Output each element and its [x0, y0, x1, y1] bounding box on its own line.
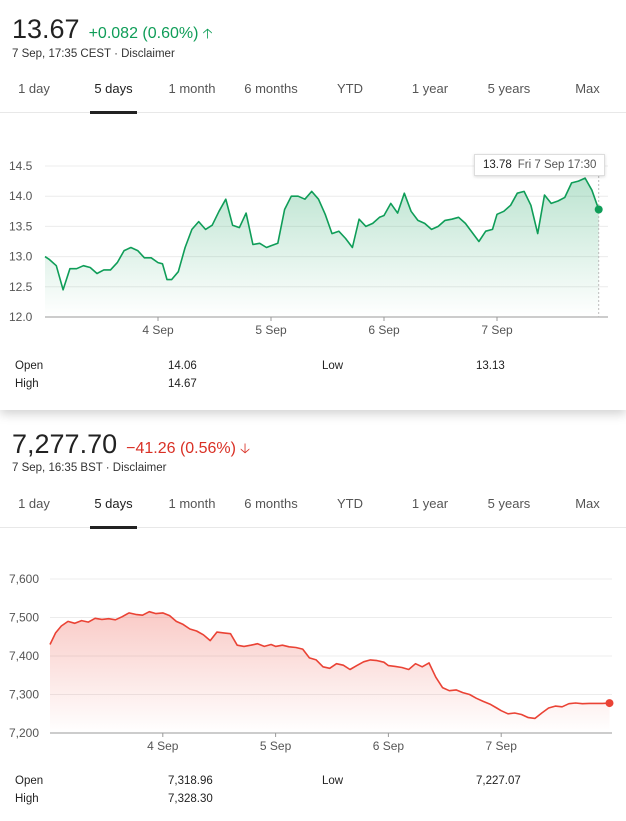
series-area	[45, 178, 599, 317]
x-tick-label: 4 Sep	[142, 323, 174, 337]
current-point-marker	[594, 205, 603, 214]
timestamp-disclaimer[interactable]: 7 Sep, 16:35 BST · Disclaimer	[12, 462, 167, 474]
high-label: High	[15, 378, 39, 390]
price-change-text: −41.26 (0.56%)	[126, 440, 236, 457]
y-tick-label: 12.5	[9, 280, 33, 294]
price-change: +0.082 (0.60%) 🡡	[89, 23, 213, 47]
series-line	[44, 177, 600, 291]
price-chart[interactable]: 7,200 7,300 7,400 7,500 7,600 4 Sep 5 Sep 6 Sep…	[0, 566, 626, 761]
x-tick-label: 7 Sep	[481, 323, 513, 337]
price-header: 7,277.70 −41.26 (0.56%) 🡣	[12, 429, 250, 462]
tab-1-year[interactable]: 1 year	[411, 81, 449, 96]
tab-5-years[interactable]: 5 years	[487, 496, 531, 511]
x-tick-label: 5 Sep	[260, 739, 292, 753]
series-area	[50, 611, 610, 733]
y-tick-label: 7,300	[9, 688, 39, 702]
x-tick-label: 4 Sep	[147, 739, 179, 753]
x-tick-label: 5 Sep	[255, 323, 287, 337]
high-label: High	[15, 793, 39, 805]
price-change: −41.26 (0.56%) 🡣	[126, 438, 250, 462]
tab-1-month[interactable]: 1 month	[168, 81, 216, 96]
series-line	[49, 610, 610, 720]
arrow-down-icon: 🡣	[239, 440, 251, 456]
y-tick-label: 14.0	[9, 189, 33, 203]
quote-panel-2: 7,277.70 −41.26 (0.56%) 🡣 7 Sep, 16:35 BS…	[0, 416, 626, 821]
high-value: 7,328.30	[168, 793, 213, 805]
x-tick-label: 6 Sep	[373, 739, 405, 753]
tab-1-year[interactable]: 1 year	[411, 496, 449, 511]
timestamp-disclaimer[interactable]: 7 Sep, 17:35 CEST · Disclaimer	[12, 48, 175, 60]
tab-ytd[interactable]: YTD	[337, 81, 363, 96]
tab-max[interactable]: Max	[575, 81, 600, 96]
y-tick-label: 7,500	[9, 611, 39, 625]
tab-6-months[interactable]: 6 months	[244, 81, 298, 96]
price-chart[interactable]: 12.0 12.5 13.0 13.5 14.0 14.5 4 Sep 5 Sep 6 Sep 7…	[0, 150, 626, 345]
tooltip-value: 13.78	[483, 159, 512, 171]
range-tabs: 1 day 5 days 1 month 6 months YTD 1 year…	[0, 482, 626, 529]
tab-1-day[interactable]: 1 day	[18, 496, 50, 511]
y-tick-label: 13.5	[9, 219, 33, 233]
open-value: 14.06	[168, 360, 197, 372]
y-tick-label: 7,600	[9, 572, 39, 586]
tab-6-months[interactable]: 6 months	[244, 496, 298, 511]
current-point-marker	[605, 699, 614, 708]
x-tick-label: 6 Sep	[368, 323, 400, 337]
price-change-text: +0.082 (0.60%)	[88, 25, 199, 42]
price-header: 13.67 +0.082 (0.60%) 🡡	[12, 14, 213, 47]
y-tick-label: 14.5	[9, 159, 33, 173]
price-value: 13.67	[12, 14, 80, 44]
tab-5-years[interactable]: 5 years	[487, 81, 531, 96]
low-value: 13.13	[476, 360, 505, 372]
tab-ytd[interactable]: YTD	[337, 496, 363, 511]
y-tick-label: 7,200	[9, 726, 39, 740]
y-tick-label: 12.0	[9, 310, 33, 324]
high-value: 14.67	[168, 378, 197, 390]
chart-tooltip: 13.78 Fri 7 Sep 17:30	[474, 154, 606, 176]
range-tabs: 1 day 5 days 1 month 6 months YTD 1 year…	[0, 67, 626, 114]
low-value: 7,227.07	[476, 775, 521, 787]
low-label: Low	[322, 360, 344, 372]
price-value: 7,277.70	[12, 429, 118, 459]
open-label: Open	[15, 360, 44, 372]
y-tick-label: 7,400	[9, 649, 39, 663]
arrow-up-icon: 🡡	[202, 25, 213, 41]
tab-1-day[interactable]: 1 day	[18, 81, 50, 96]
quote-panel-1: 13.67 +0.082 (0.60%) 🡡 7 Sep, 17:35 CEST …	[0, 0, 626, 410]
tooltip-date: Fri 7 Sep 17:30	[517, 159, 597, 171]
open-label: Open	[15, 775, 44, 787]
tab-1-month[interactable]: 1 month	[168, 496, 216, 511]
tab-max[interactable]: Max	[575, 496, 600, 511]
tab-5-days[interactable]: 5 days	[90, 482, 137, 529]
tab-5-days[interactable]: 5 days	[90, 67, 137, 114]
low-label: Low	[322, 775, 344, 787]
x-tick-label: 7 Sep	[486, 739, 518, 753]
stats-table: Open 14.06 High 14.67 Low 13.13	[15, 360, 615, 400]
stats-table: Open 7,318.96 High 7,328.30 Low 7,227.07	[15, 775, 615, 815]
open-value: 7,318.96	[168, 775, 213, 787]
y-tick-label: 13.0	[9, 250, 33, 264]
